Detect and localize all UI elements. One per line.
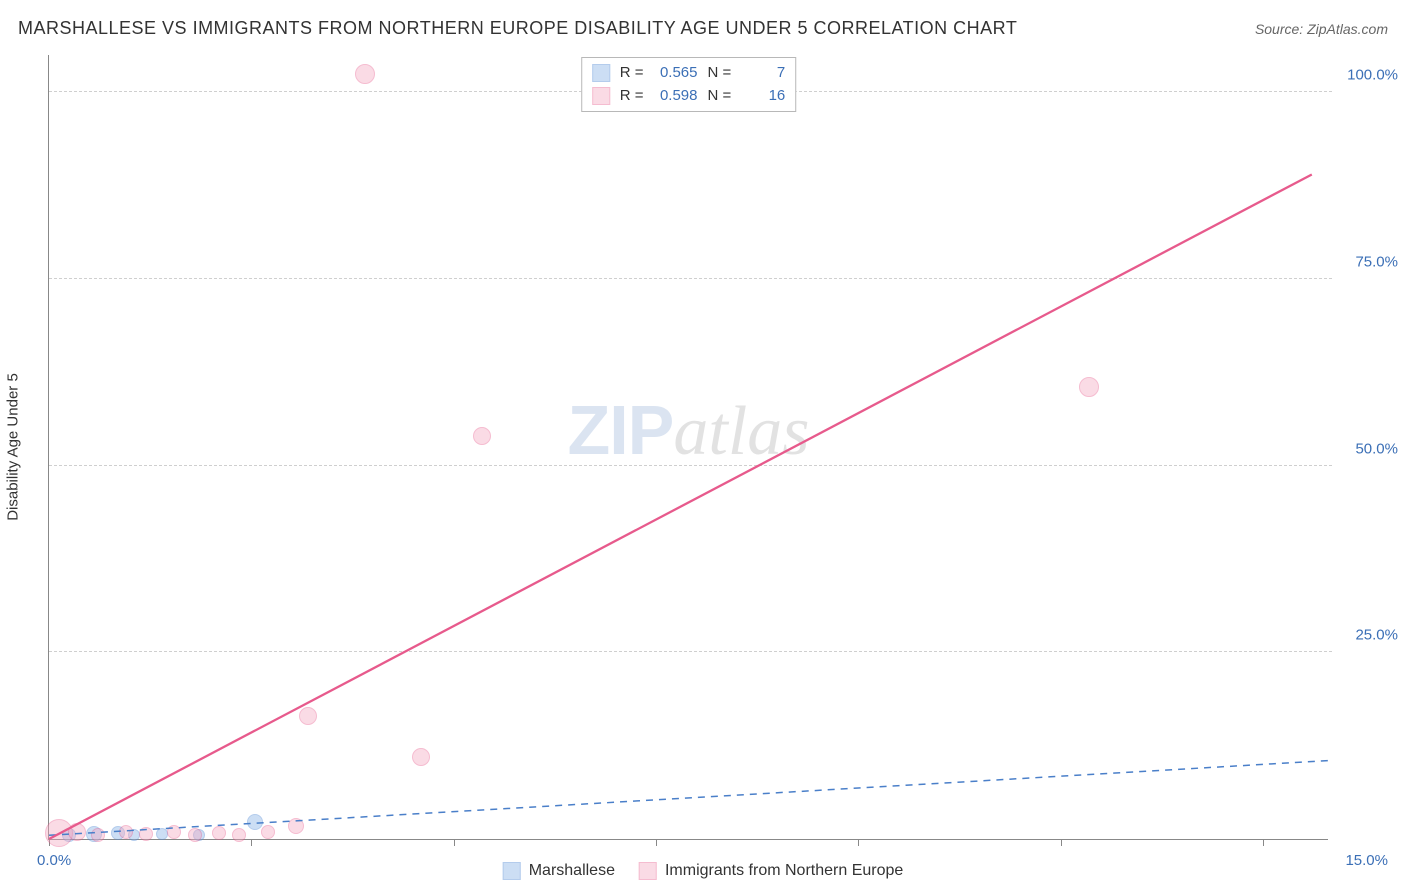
legend-r-label: R = [620,62,644,85]
bottom-legend-item-marshallese: Marshallese [503,862,615,880]
bottom-legend-swatch-n_europe [639,862,657,880]
bottom-legend-item-n_europe: Immigrants from Northern Europe [639,862,903,880]
chart-header: MARSHALLESE VS IMMIGRANTS FROM NORTHERN … [18,18,1388,39]
y-axis-label: Disability Age Under 5 [5,373,22,521]
x-tick [251,839,252,846]
bottom-legend-label-n_europe: Immigrants from Northern Europe [665,862,903,880]
plot-wrapper: Disability Age Under 5 R =0.565N =7R =0.… [48,55,1328,840]
legend-swatch-n_europe [592,87,610,105]
x-tick [454,839,455,846]
legend-r-value-n_europe: 0.598 [654,85,698,108]
chart-title: MARSHALLESE VS IMMIGRANTS FROM NORTHERN … [18,18,1017,39]
trend-lines-layer [49,55,1328,839]
legend-n-value-marshallese: 7 [741,62,785,85]
x-tick [858,839,859,846]
plot-area: Disability Age Under 5 R =0.565N =7R =0.… [48,55,1328,840]
trendline-n_europe [49,174,1312,839]
legend-n-label: N = [708,85,732,108]
x-tick [1263,839,1264,846]
legend-stats-row-n_europe: R = 0.598 N = 16 [592,85,786,108]
source-label: Source: ZipAtlas.com [1255,21,1388,37]
y-tick-label: 100.0% [1347,67,1398,84]
y-tick-label: 50.0% [1355,440,1398,457]
x-axis-min-label: 0.0% [37,852,71,869]
bottom-legend: Marshallese Immigrants from Northern Euro… [503,862,904,880]
bottom-legend-label-marshallese: Marshallese [529,862,615,880]
y-tick-label: 75.0% [1355,254,1398,271]
bottom-legend-swatch-marshallese [503,862,521,880]
trendline-marshallese [49,761,1328,836]
y-tick-label: 25.0% [1355,627,1398,644]
legend-stats-box: R = 0.565 N = 7 R = 0.598 N = 16 [581,57,797,112]
legend-n-value-n_europe: 16 [741,85,785,108]
legend-swatch-marshallese [592,64,610,82]
legend-n-label: N = [708,62,732,85]
x-tick [656,839,657,846]
legend-r-label: R = [620,85,644,108]
legend-stats-row-marshallese: R = 0.565 N = 7 [592,62,786,85]
legend-r-value-marshallese: 0.565 [654,62,698,85]
x-tick [1061,839,1062,846]
x-axis-max-label: 15.0% [1345,852,1388,869]
